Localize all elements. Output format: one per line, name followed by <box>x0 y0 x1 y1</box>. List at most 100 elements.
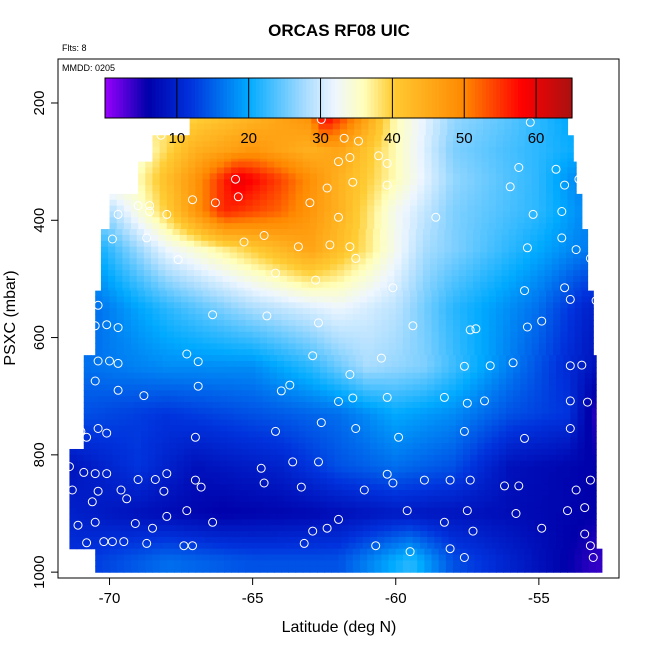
heatmap-cell <box>580 234 589 242</box>
heatmap-cell <box>266 193 275 201</box>
heatmap-cell <box>241 366 249 374</box>
heatmap-cell <box>269 490 278 497</box>
heatmap-cell <box>133 390 142 397</box>
heatmap-cell <box>203 117 212 125</box>
heatmap-cell <box>191 507 199 515</box>
heatmap-cell <box>291 466 300 474</box>
heatmap-cell <box>198 378 207 386</box>
heatmap-cell <box>169 443 178 450</box>
heatmap-cell <box>252 331 261 339</box>
heatmap-cell <box>274 302 282 309</box>
heatmap-cell <box>345 337 354 345</box>
heatmap-cell <box>548 372 557 380</box>
heatmap-cell <box>309 190 318 195</box>
heatmap-cell <box>129 246 138 254</box>
heatmap-cell <box>488 314 497 321</box>
heatmap-cell <box>384 431 393 438</box>
heatmap-cell <box>276 366 285 374</box>
heatmap-cell <box>152 179 161 186</box>
heatmap-cell <box>331 179 340 186</box>
heatmap-cell <box>108 275 116 283</box>
heatmap-cell <box>302 199 311 207</box>
heatmap-cell <box>432 117 441 125</box>
heatmap-cell <box>520 443 529 450</box>
heatmap-cell <box>166 185 175 192</box>
heatmap-cell <box>531 152 540 160</box>
heatmap-cell <box>324 205 332 213</box>
heatmap-cell <box>498 466 507 474</box>
heatmap-cell <box>367 179 375 186</box>
heatmap-cell <box>452 146 461 154</box>
heatmap-cell <box>248 478 257 485</box>
heatmap-cell <box>224 325 232 333</box>
heatmap-cell <box>352 173 361 180</box>
heatmap-cell <box>173 158 182 163</box>
heatmap-cell <box>553 211 561 218</box>
heatmap-cell <box>380 264 388 271</box>
heatmap-cell <box>341 460 350 468</box>
heatmap-cell <box>351 275 360 283</box>
heatmap-cell <box>195 319 204 327</box>
heatmap-cell <box>517 190 526 195</box>
heatmap-cell <box>226 402 235 409</box>
heatmap-cell <box>155 460 164 468</box>
heatmap-cell <box>491 460 500 468</box>
heatmap-cell <box>498 378 507 386</box>
heatmap-cell <box>410 337 418 345</box>
heatmap-cell <box>269 361 278 368</box>
heatmap-cell <box>195 185 204 192</box>
heatmap-cell <box>331 193 340 201</box>
heatmap-cell <box>201 264 209 271</box>
heatmap-cell <box>295 161 304 169</box>
heatmap-cell <box>541 460 550 468</box>
heatmap-cell <box>477 425 486 432</box>
heatmap-cell <box>503 141 511 148</box>
heatmap-cell <box>155 425 164 432</box>
heatmap-cell <box>584 425 593 432</box>
heatmap-cell <box>495 146 504 154</box>
heatmap-cell <box>452 217 461 224</box>
heatmap-cell <box>219 460 228 468</box>
heatmap-cell <box>312 407 321 415</box>
heatmap-cell <box>388 343 397 350</box>
heatmap-cell <box>241 443 249 450</box>
heatmap-cell <box>355 448 364 456</box>
heatmap-cell <box>83 402 92 409</box>
heatmap-cell <box>245 223 254 230</box>
heatmap-cell <box>262 378 271 386</box>
heatmap-cell <box>148 366 156 374</box>
heatmap-cell <box>317 167 325 174</box>
heatmap-cell <box>234 507 242 515</box>
heatmap-cell <box>398 419 407 427</box>
heatmap-cell <box>216 314 225 321</box>
heatmap-cell <box>229 275 238 283</box>
heatmap-cell <box>241 507 249 515</box>
heatmap-cell <box>574 193 583 201</box>
heatmap-cell <box>491 495 500 503</box>
heatmap-cell <box>219 454 228 462</box>
heatmap-cell <box>395 325 404 333</box>
heatmap-cell <box>553 319 561 327</box>
heatmap-cell <box>179 287 188 292</box>
heatmap-cell <box>302 337 311 345</box>
heatmap-cell <box>573 234 581 242</box>
heatmap-cell <box>324 167 332 174</box>
heatmap-cell <box>252 308 261 315</box>
heatmap-cell <box>276 396 285 403</box>
heatmap-cell <box>488 190 497 195</box>
heatmap-cell <box>266 290 275 298</box>
heatmap-cell <box>317 349 325 356</box>
heatmap-cell <box>145 325 154 333</box>
heatmap-cell <box>410 331 418 339</box>
heatmap-cell <box>216 205 225 213</box>
heatmap-cell <box>162 419 171 427</box>
heatmap-cell <box>387 281 395 289</box>
heatmap-cell <box>155 372 164 380</box>
heatmap-cell <box>222 264 231 271</box>
heatmap-cell <box>266 179 275 186</box>
heatmap-cell <box>183 466 192 474</box>
heatmap-cell <box>405 490 414 497</box>
heatmap-cell <box>394 258 403 265</box>
heatmap-cell <box>377 419 385 427</box>
heatmap-cell <box>475 117 484 125</box>
